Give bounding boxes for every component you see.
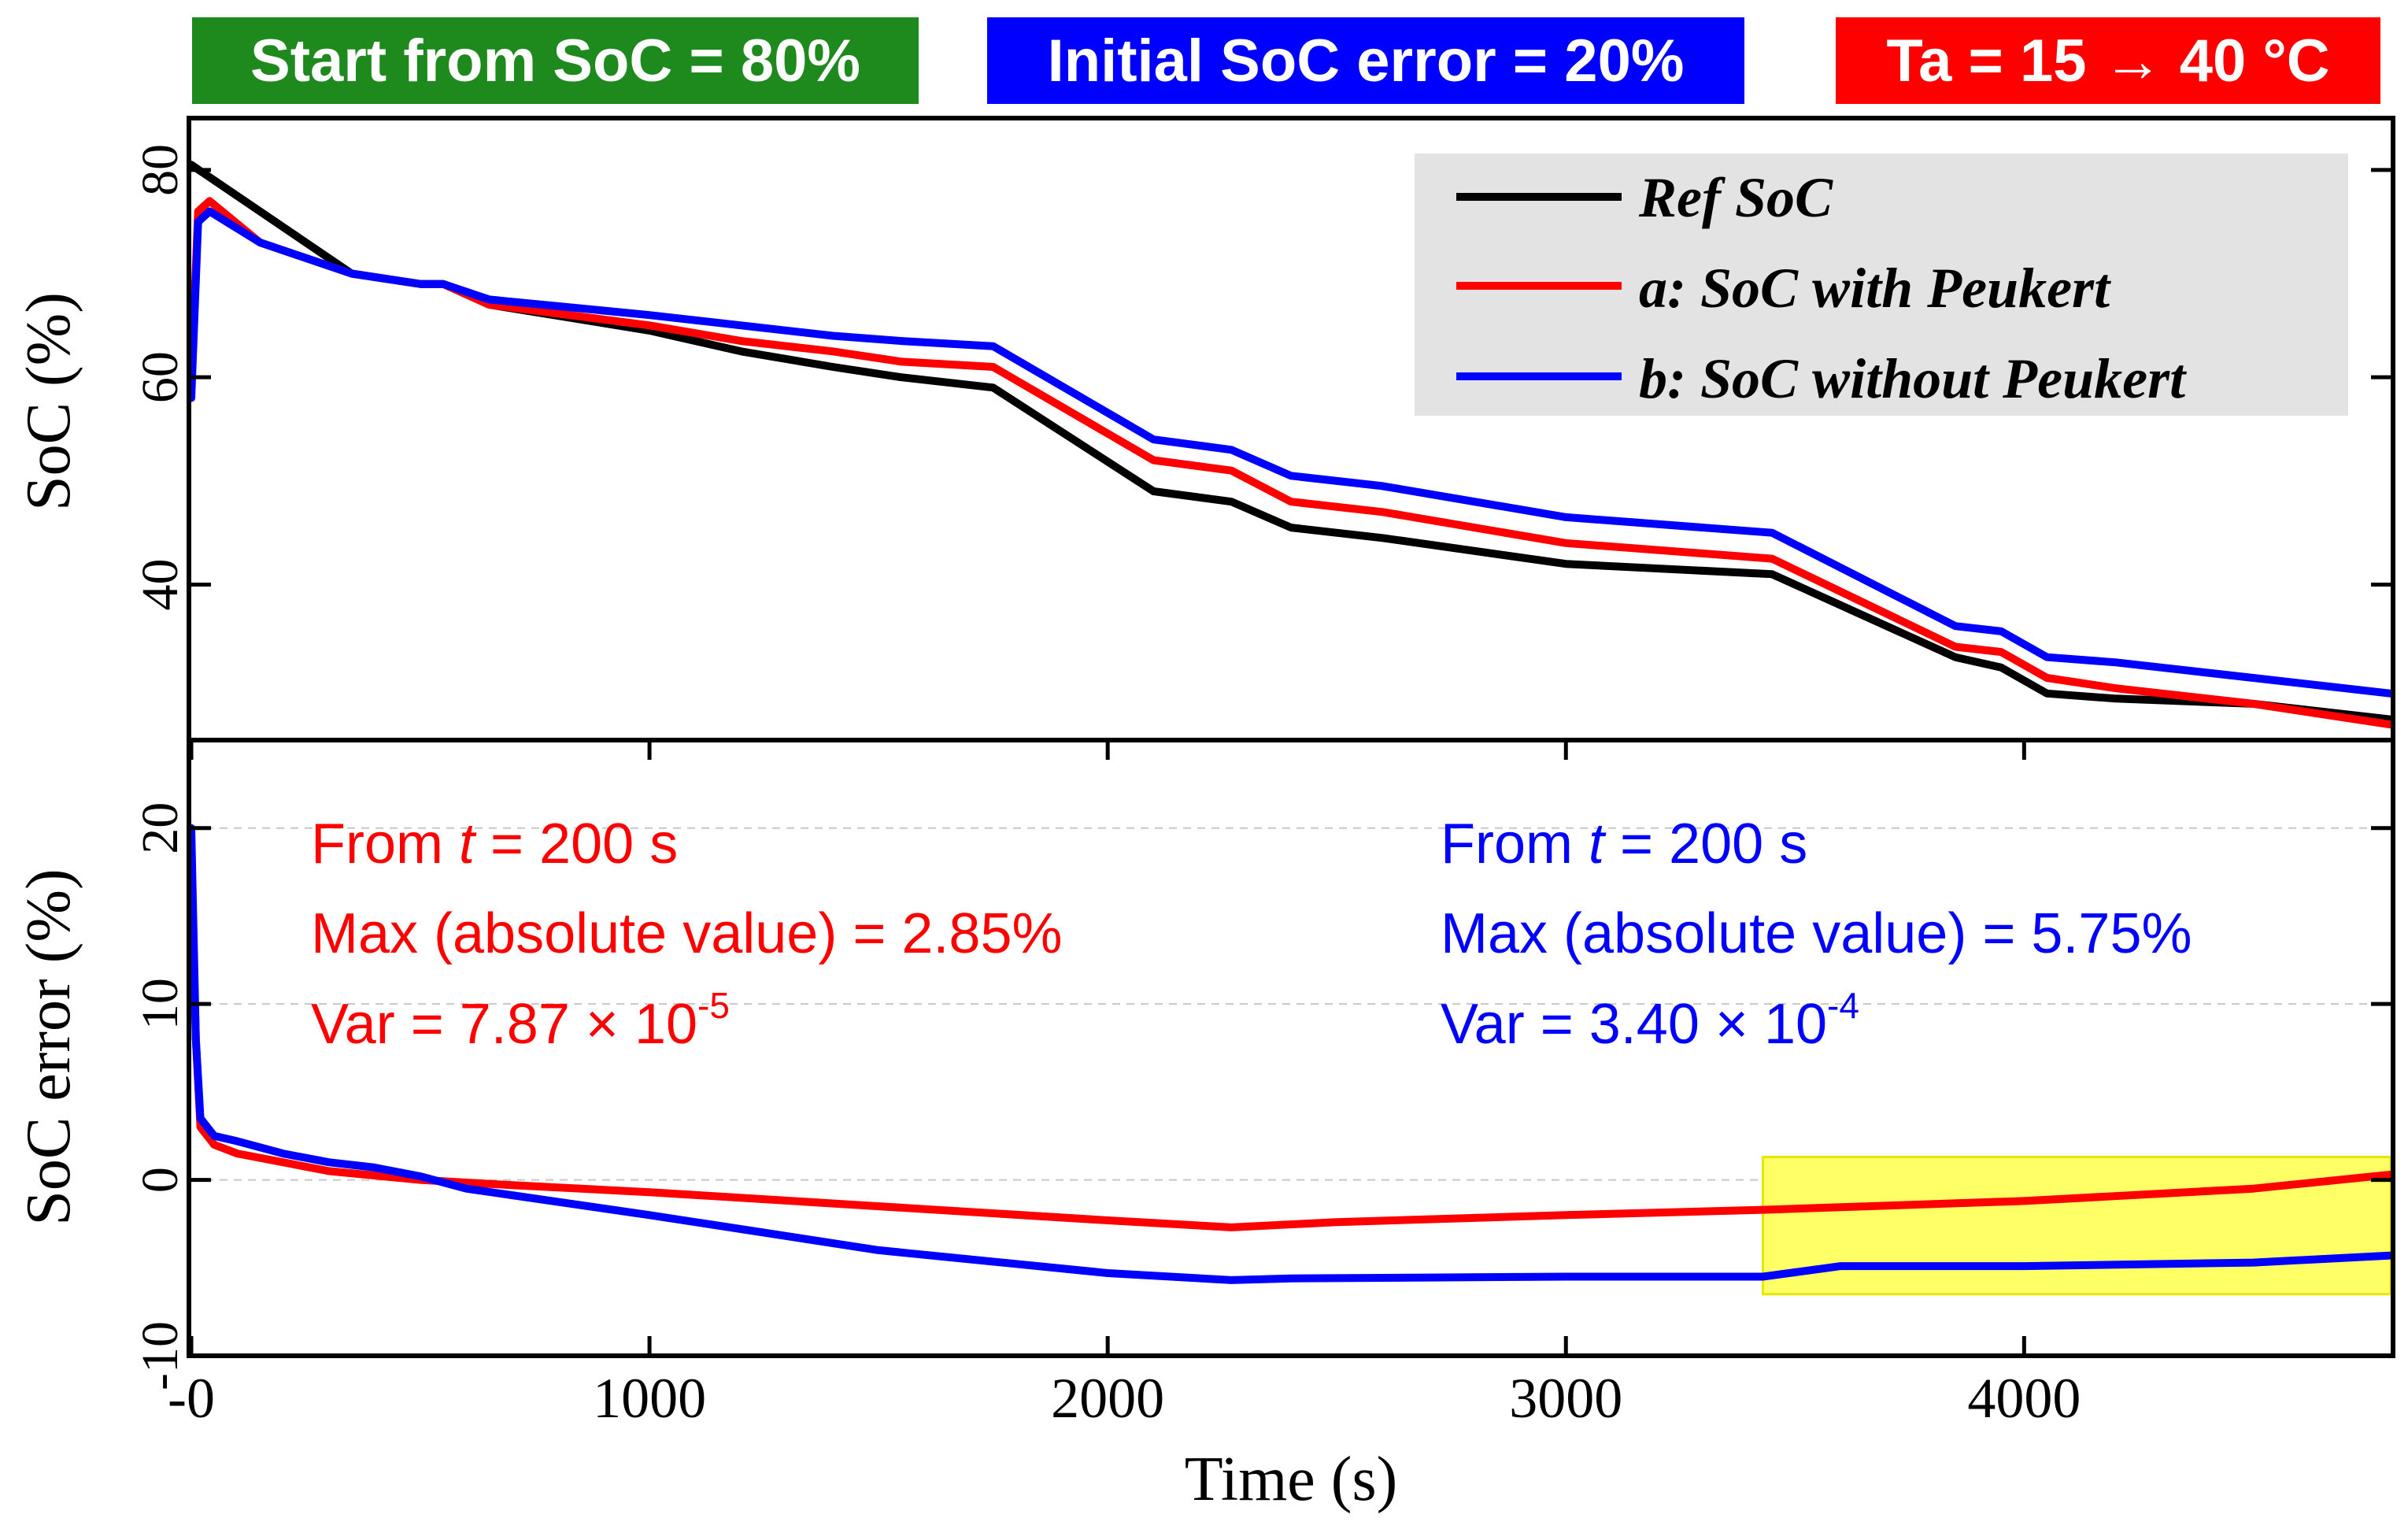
annotation-without-peukert-line1: From t = 200 s <box>1441 813 1807 876</box>
soc-error-series-lines <box>187 824 2395 1284</box>
soc-y-tick-label: 80 <box>131 144 189 196</box>
legend-label-without-peukert: b: SoC without Peukert <box>1639 347 2187 410</box>
soc-y-axis-label: SoC (%) <box>14 292 83 511</box>
x-tick-label: 1000 <box>593 1367 706 1430</box>
annotation-without-peukert-from: From <box>1441 813 1589 876</box>
annotation-with-peukert-var: Var = 7.87 × 10-5 <box>311 985 730 1056</box>
x-tick-label: -0 <box>168 1367 215 1430</box>
soc-line-b-soc-without-peukert <box>187 207 2395 698</box>
x-tick-label: 3000 <box>1509 1367 1622 1430</box>
annotation-with-peukert-var-exp: -5 <box>697 985 730 1026</box>
annotation-without-peukert-var-base: Var = 3.40 × 10 <box>1441 993 1827 1056</box>
annotation-without-peukert-var: Var = 3.40 × 10-4 <box>1441 985 1859 1056</box>
annotation-without-peukert-time: = 200 s <box>1604 813 1807 876</box>
soc-error-line-b-soc-without-peukert <box>187 824 2395 1284</box>
soc-y-tick-label: 40 <box>131 559 189 611</box>
annotation-without-peukert-t: t <box>1589 813 1607 876</box>
x-tick-label: 2000 <box>1051 1367 1164 1430</box>
soc-error-panel-frame <box>187 738 2395 1358</box>
x-ticks: -0 1000 2000 3000 4000 <box>168 740 2081 1430</box>
x-axis-label: Time (s) <box>1185 1445 1397 1514</box>
soc-error-y-ticks: -10 0 10 20 <box>131 802 2391 1390</box>
highlight-region <box>1762 1156 2392 1296</box>
soc-error-panel: -10 0 10 20 -0 1000 2000 3000 4000 SoC error (%… <box>14 738 2395 1514</box>
banner-start-soc: Start from SoC = 80% <box>192 17 919 104</box>
annotation-with-peukert-var-base: Var = 7.87 × 10 <box>311 993 697 1056</box>
soc-series-lines <box>187 161 2395 729</box>
soc-y-tick-label: 60 <box>131 351 189 403</box>
annotation-with-peukert-t: t <box>459 813 477 876</box>
annotation-with-peukert-line1: From t = 200 s <box>311 813 678 876</box>
banner-initial-soc-error: Initial SoC error = 20% <box>987 17 1744 104</box>
soc-panel: 40 60 80 SoC (%) Ref SoC a: SoC with Peuke… <box>14 116 2395 742</box>
annotation-without-peukert-max: Max (absolute value) = 5.75% <box>1441 902 2192 965</box>
legend: Ref SoC a: SoC with Peukert b: SoC witho… <box>1415 154 2348 416</box>
annotation-with-peukert-time: = 200 s <box>475 813 678 876</box>
annotation-with-peukert-from: From <box>311 813 459 876</box>
soc-y-ticks: 40 60 80 <box>131 144 2391 611</box>
annotation-with-peukert-max: Max (absolute value) = 2.85% <box>311 902 1063 965</box>
soc-error-y-tick-label: 0 <box>131 1167 189 1193</box>
annotation-with-peukert: From t = 200 s Max (absolute value) = 2.… <box>311 813 1063 1056</box>
annotation-without-peukert: From t = 200 s Max (absolute value) = 5.… <box>1441 813 2192 1056</box>
soc-error-y-tick-label: 10 <box>131 978 189 1030</box>
soc-error-line-a-soc-with-peukert <box>187 859 2395 1231</box>
soc-error-y-tick-label: 20 <box>131 802 189 854</box>
legend-label-ref-soc: Ref SoC <box>1638 166 1833 229</box>
soc-error-y-tick-label: -10 <box>131 1321 189 1390</box>
annotation-without-peukert-var-exp: -4 <box>1827 985 1859 1026</box>
legend-label-with-peukert: a: SoC with Peukert <box>1639 257 2111 320</box>
x-tick-label: 4000 <box>1967 1367 2081 1430</box>
soc-error-y-axis-label: SoC error (%) <box>14 868 83 1225</box>
banner-temperature: Ta = 15 → 40 °C <box>1836 17 2380 104</box>
